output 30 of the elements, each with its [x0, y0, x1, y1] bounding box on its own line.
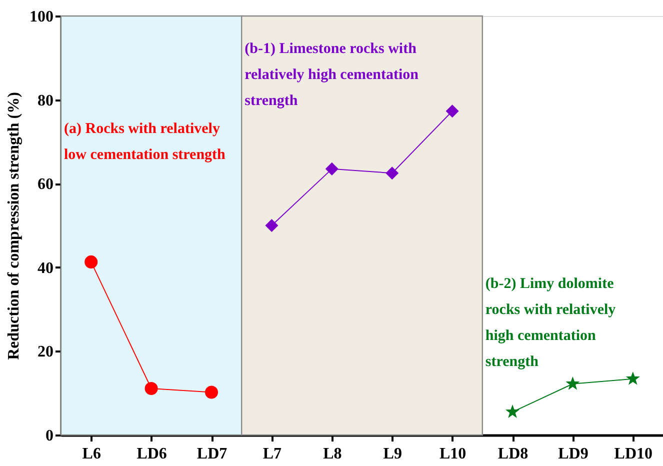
y-tick-label: 60	[38, 176, 54, 194]
x-tick-label: L9	[383, 446, 402, 462]
x-tick-label: LD7	[196, 446, 228, 462]
point	[626, 371, 640, 385]
point	[325, 162, 338, 176]
x-tick-label: LD8	[498, 446, 528, 462]
x-tick-label: LD9	[558, 446, 588, 462]
y-tick-label: 100	[30, 8, 54, 26]
x-tick-label: L7	[262, 446, 282, 462]
x-tick-label: L8	[323, 446, 342, 462]
point	[204, 386, 218, 399]
point	[386, 166, 399, 180]
point	[144, 382, 158, 395]
y-tick-label: 0	[46, 428, 54, 444]
point	[505, 404, 520, 418]
x-tick-label: LD10	[614, 446, 653, 462]
y-axis-title: Reduction of compression strength (%)	[6, 92, 22, 360]
series-label: (b-2) Limy dolomite rocks with relatively high cementation strength	[485, 276, 616, 370]
x-tick-label: L6	[82, 446, 101, 462]
point	[446, 104, 459, 118]
x-tick-label: LD6	[136, 446, 167, 462]
text: (a) Rocks with relatively low cementation strength	[64, 120, 226, 163]
y-tick-label: 20	[38, 344, 54, 361]
x-tick-label: L10	[439, 446, 466, 462]
series-label: (b-1) Limestone rocks with relatively high cementation strength	[244, 41, 420, 110]
point	[84, 255, 98, 268]
y-tick-label: 80	[38, 92, 54, 110]
point	[265, 218, 278, 232]
point	[566, 376, 580, 390]
y-tick-label: 40	[38, 260, 54, 277]
